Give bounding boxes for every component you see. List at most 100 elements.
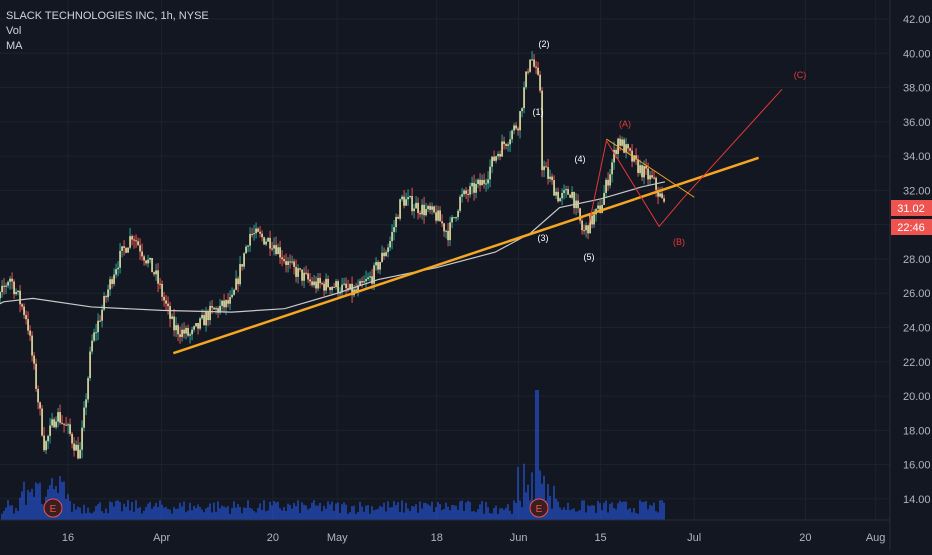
volume-bar (199, 506, 201, 520)
symbol-title[interactable]: SLACK TECHNOLOGIES INC, 1h, NYSE (6, 10, 209, 22)
candle-body (87, 378, 89, 400)
volume-bar (365, 505, 367, 520)
volume-bar (461, 500, 463, 520)
time-axis[interactable]: 16 Apr 20 May 18 Jun 15 Jul 20 Aug (62, 532, 886, 544)
volume-bar (475, 512, 477, 520)
candle-body (203, 315, 205, 326)
volume-bar (497, 513, 499, 520)
candle-body (79, 449, 81, 459)
candle-body (607, 179, 609, 186)
candle-body (375, 262, 377, 266)
candle-body (407, 197, 409, 200)
volume-bar (205, 508, 207, 520)
volume-bar (213, 502, 215, 520)
candle-body (59, 412, 61, 423)
volume-bar (631, 512, 633, 520)
candle-body (113, 274, 115, 284)
candle-body (627, 144, 629, 149)
candle-body (311, 281, 313, 286)
candle-body (579, 208, 581, 221)
candle-body (535, 66, 537, 68)
volume-bar (299, 513, 301, 520)
volume-bar (249, 507, 251, 520)
volume-bar (183, 501, 185, 520)
volume-bar (201, 509, 203, 520)
volume-bar (9, 505, 11, 520)
candle-body (509, 139, 511, 145)
support-trendline[interactable] (172, 156, 759, 355)
volume-bar (663, 502, 665, 520)
candle-body (639, 165, 641, 173)
candle-body (429, 205, 431, 210)
candle-body (437, 210, 439, 221)
volume-bar (371, 506, 373, 520)
earnings-marker-1[interactable]: E (43, 498, 63, 518)
volume-bar (31, 488, 33, 520)
candle-body (397, 216, 399, 219)
volume-bar (641, 502, 643, 520)
volume-bar (101, 511, 103, 520)
candle-body (65, 424, 67, 426)
volume-bar (569, 510, 571, 520)
candle-body (77, 444, 79, 459)
volume-bar (375, 509, 377, 520)
volume-bar (79, 507, 81, 520)
volume-bar (489, 513, 491, 520)
volume-indicator-label[interactable]: Vol (6, 25, 22, 37)
candle-body (187, 327, 189, 336)
time-tick: May (327, 532, 348, 544)
candle-body (227, 300, 229, 304)
candle-body (597, 205, 599, 209)
volume-bar (71, 511, 73, 520)
volume-bar (415, 504, 417, 520)
candle-body (361, 281, 363, 283)
abc-projection-line[interactable] (588, 88, 783, 228)
candle-body (335, 281, 337, 288)
earnings-marker-2[interactable]: E (529, 498, 549, 518)
candle-body (387, 247, 389, 253)
candle-body (551, 176, 553, 181)
ma-indicator-label[interactable]: MA (6, 40, 23, 52)
price-axis[interactable]: 42.00 40.00 38.00 36.00 34.00 32.00 28.00 26.00… (903, 14, 931, 506)
volume-bar (87, 507, 89, 520)
candle-body (283, 259, 285, 262)
candle-body (569, 194, 571, 198)
wave-label-b: (B) (673, 237, 685, 247)
candle-body (213, 307, 215, 310)
volume-bar (661, 500, 663, 520)
candle-body (467, 193, 469, 195)
candle-body (561, 193, 563, 199)
volume-bar (293, 502, 295, 520)
wave-label-5: (5) (584, 252, 595, 262)
volume-bar (191, 510, 193, 520)
volume-bar (583, 500, 585, 520)
candle-body (515, 125, 517, 129)
volume-bar (421, 508, 423, 520)
volume-bar (471, 511, 473, 520)
earnings-marker-1-label: E (50, 504, 57, 515)
volume-bar (143, 510, 145, 520)
candle-body (405, 199, 407, 206)
candle-body (303, 272, 305, 281)
candle-body (229, 297, 231, 304)
volume-bar (477, 509, 479, 520)
volume-bar (473, 510, 475, 520)
volume-bar (231, 507, 233, 520)
candle-body (181, 329, 183, 337)
candle-body (533, 59, 535, 67)
candle-body (93, 332, 95, 341)
candle-body (373, 265, 375, 284)
candle-body (317, 277, 319, 289)
candle-body (495, 156, 497, 161)
candle-body (611, 162, 613, 175)
volume-bar (259, 503, 261, 520)
candle-body (55, 421, 57, 428)
candle-body (0, 292, 1, 299)
volume-bar (411, 506, 413, 520)
volume-bar (177, 508, 179, 520)
candle-body (537, 67, 539, 75)
volume-bar (151, 508, 153, 520)
